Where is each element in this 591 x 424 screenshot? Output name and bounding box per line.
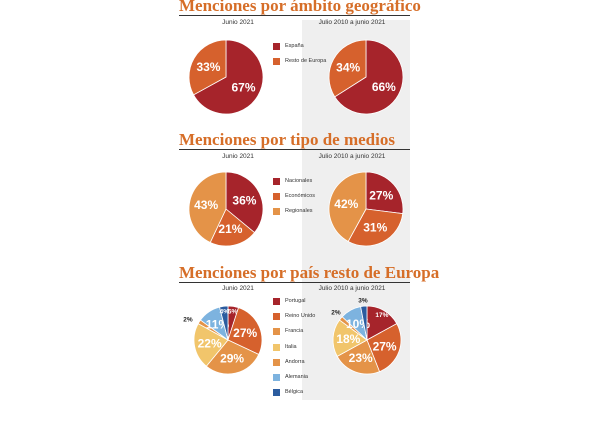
legend-label: Italia bbox=[285, 343, 297, 350]
pie-slice-label: 34% bbox=[336, 60, 360, 74]
legend-label: España bbox=[285, 43, 304, 49]
pie-slice-label: 67% bbox=[232, 81, 256, 95]
pie-slice-label: 22% bbox=[198, 337, 222, 351]
pie-slice bbox=[193, 323, 229, 367]
pie-slice-label: 2% bbox=[331, 309, 341, 316]
legend-label: Resto de Europa bbox=[285, 58, 327, 64]
pie-slice-label: 3% bbox=[358, 297, 368, 304]
legend-swatch bbox=[273, 313, 280, 321]
period-label-left: Junio 2021 bbox=[222, 19, 254, 26]
legend-swatch bbox=[273, 58, 280, 65]
pie-slice-label: 31% bbox=[363, 220, 387, 234]
legend-swatch bbox=[273, 389, 280, 397]
legend-swatch bbox=[273, 43, 280, 50]
legend-swatch bbox=[273, 328, 280, 336]
legend-swatch bbox=[273, 208, 280, 215]
pie-slice bbox=[209, 208, 256, 247]
pie-slice-label: 27% bbox=[373, 340, 397, 354]
period-label-left: Junio 2021 bbox=[222, 153, 254, 160]
pie-slice bbox=[347, 208, 404, 247]
pie-slice-label: 2% bbox=[183, 316, 193, 323]
pie-geografico-junio-2021: 67% 33% bbox=[188, 39, 264, 115]
legend-label: Reino Unido bbox=[285, 313, 316, 320]
infographic: Menciones por ámbito geográfico Junio 20… bbox=[179, 0, 440, 400]
pie-slice bbox=[365, 171, 404, 215]
pie-slice-label: 33% bbox=[196, 60, 220, 74]
pie-paises-junio-2021: 5%27%29%22%2% 11%4% bbox=[183, 305, 263, 375]
pie-slice-label: 23% bbox=[349, 351, 373, 365]
pie-slice-label: 43% bbox=[194, 198, 218, 212]
pie-slice bbox=[336, 339, 381, 375]
pie-medios-junio-2021: 36% 21%43% bbox=[188, 171, 264, 247]
legend-label: Alemania bbox=[285, 374, 308, 380]
pie-slice bbox=[227, 307, 263, 356]
section-rule bbox=[179, 282, 410, 283]
pie-slice-label: 18% bbox=[336, 332, 360, 346]
section-title-medios: Menciones por tipo de medios bbox=[179, 130, 395, 149]
pie-slice bbox=[366, 323, 402, 373]
pie-slice-label: 21% bbox=[218, 222, 242, 236]
pie-medios-historico: 27% 31% 42% bbox=[328, 171, 404, 247]
pie-slice-label: 42% bbox=[334, 197, 358, 211]
period-label-right: Julio 2010 a junio 2021 bbox=[318, 285, 386, 292]
period-label-right: Julio 2010 a junio 2021 bbox=[318, 153, 386, 160]
pie-geografico-historico: 66% 34% bbox=[328, 39, 404, 115]
pie-slice bbox=[328, 171, 367, 242]
legend-label: Francia bbox=[285, 328, 304, 335]
legend-label: Económicos bbox=[285, 193, 315, 199]
section-rule bbox=[179, 15, 410, 16]
pie-slice-label: 17% bbox=[375, 312, 388, 319]
legend-label: Regionales bbox=[285, 208, 313, 214]
pie-slice-label: 66% bbox=[372, 80, 396, 94]
pie-slice bbox=[360, 305, 368, 341]
pie-paises-historico: 17%27%23%18%2%10%3% bbox=[331, 297, 402, 375]
legend-swatch bbox=[273, 193, 280, 200]
legend-swatch bbox=[273, 298, 280, 305]
legend-swatch bbox=[273, 358, 280, 366]
section-title-paises: Menciones por país resto de Europa bbox=[179, 263, 440, 282]
pie-slice-label: 29% bbox=[220, 351, 244, 365]
period-label-right: Julio 2010 a junio 2021 bbox=[318, 19, 386, 26]
legend-swatch bbox=[273, 343, 280, 351]
pie-slice-label: 4% bbox=[220, 308, 230, 315]
pie-slice bbox=[328, 39, 367, 98]
section-title-geografico: Menciones por ámbito geográfico bbox=[179, 0, 421, 15]
pie-slice bbox=[193, 39, 264, 115]
legend-label: Bélgica bbox=[285, 389, 304, 396]
pie-slice bbox=[188, 171, 227, 244]
pie-slice bbox=[188, 39, 227, 96]
section-rule bbox=[179, 149, 410, 150]
pie-slice bbox=[219, 305, 229, 341]
pie-slice bbox=[225, 171, 264, 234]
pie-slice-label: 27% bbox=[233, 326, 257, 340]
legend-swatch bbox=[273, 374, 280, 381]
legend-label: Nacionales bbox=[285, 178, 313, 184]
legend-label: Andorra bbox=[285, 358, 305, 365]
pie-slice bbox=[205, 339, 260, 375]
pie-slice-label: 27% bbox=[369, 189, 393, 203]
legend-label: Portugal bbox=[285, 298, 306, 304]
pie-slice-label: 5% bbox=[228, 308, 238, 315]
legend-swatch bbox=[273, 178, 280, 185]
pie-slice-label: 36% bbox=[232, 194, 256, 208]
pie-slice bbox=[334, 39, 404, 115]
period-label-left: Junio 2021 bbox=[222, 285, 254, 292]
